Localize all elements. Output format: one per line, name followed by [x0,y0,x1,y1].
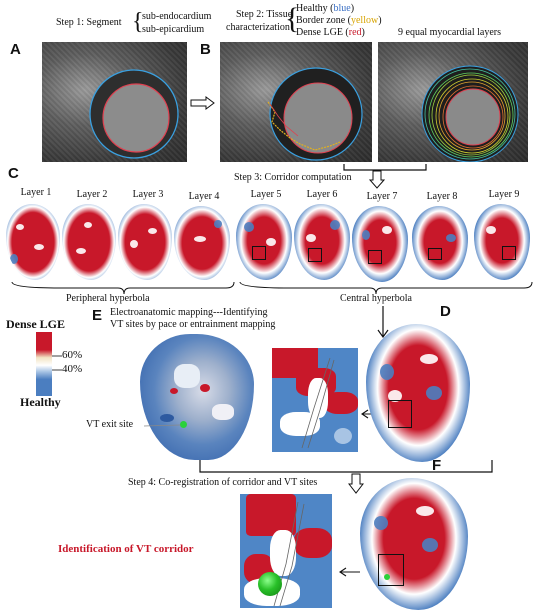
panel-label-e: E [92,307,103,324]
layer-label-1: Layer 1 [20,187,52,198]
step3-bracket [343,164,427,171]
vt-exit-label: VT exit site [86,419,134,430]
panel-d-map [366,324,470,462]
corridor-box-7 [368,250,382,264]
panel-label-c: C [8,165,19,182]
step2-label-line2: characterization [226,22,290,33]
layer-label-7: Layer 7 [366,191,398,202]
step3-label: Step 3: Corridor computation [234,172,352,183]
step2-item-healthy: Healthy (blue) [296,3,355,14]
central-hyperbola-label: Central hyperbola [340,293,412,304]
peripheral-hyperbola-label: Peripheral hyperbola [66,293,150,304]
layer-map-2 [62,204,116,280]
step2-item-dense: Dense LGE (red) [296,27,365,38]
step1-label: Step 1: Segment [56,17,122,28]
mri-image-a [42,42,187,162]
vt-site-sphere [258,572,282,596]
vt-exit-marker [180,421,187,428]
corridor-zoom-d [272,348,358,452]
panel-label-a: A [10,41,21,58]
corridor-zoom-f [240,494,332,608]
legend-60: 60% [62,349,83,361]
layer-label-2: Layer 2 [76,189,108,200]
step1-brace: { [132,9,144,35]
layer-map-4 [174,206,230,280]
vt-exit-pointer [144,424,181,427]
legend-healthy: Healthy [20,395,61,409]
legend-colorbar [36,332,52,396]
electroanatomic-map [140,334,254,460]
arrow-a-to-b [190,96,215,110]
layer-label-3: Layer 3 [132,189,164,200]
panel-f-corridor-box [378,554,404,586]
step2-item-border: Border zone (yellow) [296,15,382,26]
panel-f-vt-marker [384,574,390,580]
step2-brace: { [285,2,300,35]
layer-map-9 [474,204,530,280]
corridor-box-9 [502,246,516,260]
myocardial-layer-contours [421,65,519,162]
panel-f-map [360,478,468,610]
mri-image-b1 [220,42,372,162]
panel-label-b: B [200,41,211,58]
layer-map-5 [236,204,292,280]
step1-item-endo: sub-endocardium [142,11,212,22]
panel-label-f: F [432,457,442,474]
layer-map-3 [118,204,172,280]
legend-dense-lge: Dense LGE [6,317,66,331]
layer-map-6 [294,204,350,280]
corridor-box-5 [252,246,266,260]
panel-e-title-line1: Electroanatomic mapping---Identifying [110,307,268,318]
layer-map-7 [352,206,408,282]
layer-label-6: Layer 6 [306,189,338,200]
layer-label-9: Layer 9 [488,189,520,200]
identification-label: Identification of VT corridor [58,543,194,555]
arrow-f-to-zoom [339,567,360,577]
nine-layers-label: 9 equal myocardial layers [398,27,502,38]
step2-label-line1: Step 2: Tissue [236,9,293,20]
mri-image-b2 [378,42,528,162]
layer-label-4: Layer 4 [188,191,220,202]
panel-label-d: D [440,303,451,320]
step4-bracket [199,460,493,473]
legend-40: 40% [62,363,83,375]
panel-d-corridor-box [388,400,412,428]
layer-map-8 [412,206,468,280]
hyperbola-brackets [11,281,533,295]
layer-label-8: Layer 8 [426,191,458,202]
corridor-box-6 [308,248,322,262]
step1-item-epi: sub-epicardium [142,24,205,35]
panel-e-title-line2: VT sites by pace or entrainment mapping [110,319,276,330]
segmentation-contours-a [89,69,179,159]
legend-ticks [52,355,62,371]
layer-label-5: Layer 5 [250,189,282,200]
arrow-step3-down [369,170,385,189]
step4-label: Step 4: Co-registration of corridor and … [128,477,318,488]
arrow-step4-down [348,473,364,494]
tissue-characterization-contours [267,67,363,161]
corridor-box-8 [428,248,442,260]
layer-map-1 [6,204,60,280]
